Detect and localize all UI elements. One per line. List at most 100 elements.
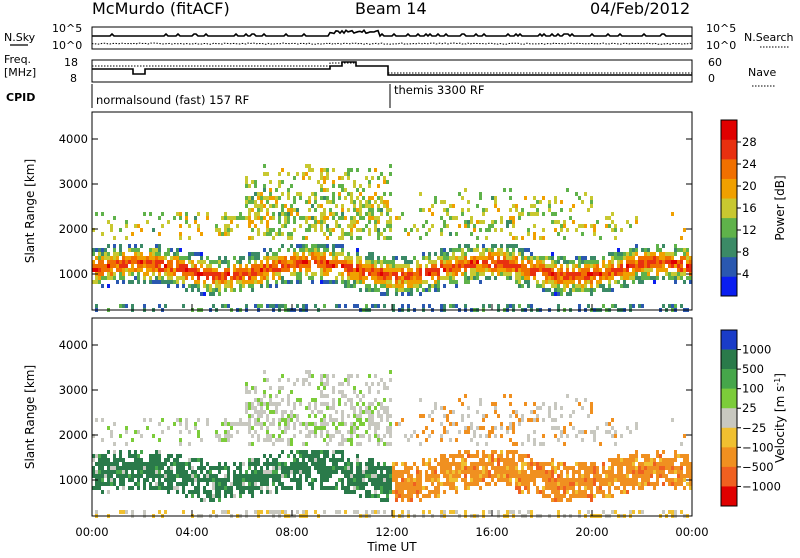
- power-cell: [494, 220, 497, 224]
- velocity-cell: [608, 490, 611, 494]
- power-cell: [476, 268, 479, 272]
- velocity-cell: [296, 398, 299, 402]
- velocity-cell: [257, 402, 260, 406]
- velocity-cell: [245, 510, 248, 514]
- velocity-cell: [296, 478, 299, 482]
- power-cell: [533, 264, 536, 268]
- velocity-cell: [338, 478, 341, 482]
- velocity-cell: [626, 470, 629, 474]
- power-cell: [557, 304, 560, 308]
- power-cell: [323, 188, 326, 192]
- power-cell: [629, 264, 632, 268]
- power-cell: [215, 224, 218, 228]
- velocity-cell: [287, 486, 290, 490]
- power-cell: [170, 256, 173, 260]
- power-cell: [311, 252, 314, 256]
- velocity-cell: [356, 442, 359, 446]
- power-cell: [293, 200, 296, 204]
- velocity-cell: [239, 478, 242, 482]
- velocity-cell: [623, 462, 626, 466]
- velocity-cell: [440, 510, 443, 514]
- velocity-cell: [653, 482, 656, 486]
- velocity-cell: [320, 374, 323, 378]
- velocity-cell: [347, 438, 350, 442]
- power-cell: [410, 292, 413, 296]
- velocity-cell: [566, 466, 569, 470]
- velocity-cell: [596, 486, 599, 490]
- power-cell: [275, 196, 278, 200]
- power-cell: [272, 196, 275, 200]
- velocity-cell: [317, 466, 320, 470]
- power-cell: [575, 228, 578, 232]
- power-cell: [131, 304, 134, 308]
- velocity-cell: [185, 478, 188, 482]
- velocity-cell: [365, 470, 368, 474]
- velocity-cell: [296, 414, 299, 418]
- power-cell: [374, 200, 377, 204]
- velocity-cell: [260, 402, 263, 406]
- velocity-cell: [371, 474, 374, 478]
- velocity-cell: [257, 474, 260, 478]
- power-cell: [392, 284, 395, 288]
- power-cell: [563, 256, 566, 260]
- velocity-cell: [353, 386, 356, 390]
- power-cell: [266, 228, 269, 232]
- velocity-cell: [437, 462, 440, 466]
- velocity-cell: [266, 486, 269, 490]
- velocity-cell: [248, 478, 251, 482]
- power-cell: [464, 256, 467, 260]
- power-cell: [131, 260, 134, 264]
- power-cell: [263, 248, 266, 252]
- velocity-cell: [446, 414, 449, 418]
- velocity-cell: [440, 466, 443, 470]
- velocity-cell: [140, 434, 143, 438]
- power-cell: [356, 280, 359, 284]
- power-cell: [113, 236, 116, 240]
- power-cell: [428, 208, 431, 212]
- velocity-cell: [485, 434, 488, 438]
- power-cell: [575, 264, 578, 268]
- power-cell: [230, 228, 233, 232]
- power-cell: [455, 284, 458, 288]
- power-cell: [464, 272, 467, 276]
- velocity-cell: [206, 482, 209, 486]
- power-cell: [581, 256, 584, 260]
- power-cell: [407, 272, 410, 276]
- power-cell: [323, 248, 326, 252]
- velocity-cell: [488, 462, 491, 466]
- power-cell: [239, 260, 242, 264]
- power-cell: [356, 168, 359, 172]
- power-cell: [419, 268, 422, 272]
- power-cell: [593, 228, 596, 232]
- velocity-cell: [530, 466, 533, 470]
- power-cell: [491, 256, 494, 260]
- velocity-cell: [458, 398, 461, 402]
- velocity-cell: [257, 410, 260, 414]
- power-cell: [95, 248, 98, 252]
- velocity-cell: [674, 478, 677, 482]
- velocity-cell: [296, 510, 299, 514]
- velocity-cell: [386, 442, 389, 446]
- power-cell: [320, 260, 323, 264]
- velocity-cell: [641, 486, 644, 490]
- velocity-cell: [395, 478, 398, 482]
- power-cell: [356, 220, 359, 224]
- velocity-cell: [251, 462, 254, 466]
- velocity-cell: [566, 482, 569, 486]
- velocity-cell: [572, 470, 575, 474]
- power-cell: [101, 248, 104, 252]
- velocity-cell: [404, 478, 407, 482]
- velocity-cell: [596, 474, 599, 478]
- velocity-cell: [248, 422, 251, 426]
- velocity-cell: [548, 462, 551, 466]
- power-cell: [494, 228, 497, 232]
- power-cell: [353, 204, 356, 208]
- power-cell: [251, 288, 254, 292]
- velocity-colorbar-swatch: [721, 330, 737, 350]
- velocity-cell: [686, 470, 689, 474]
- velocity-cell: [437, 474, 440, 478]
- velocity-cell: [263, 394, 266, 398]
- velocity-cell: [356, 470, 359, 474]
- power-cell: [125, 260, 128, 264]
- velocity-cell: [593, 482, 596, 486]
